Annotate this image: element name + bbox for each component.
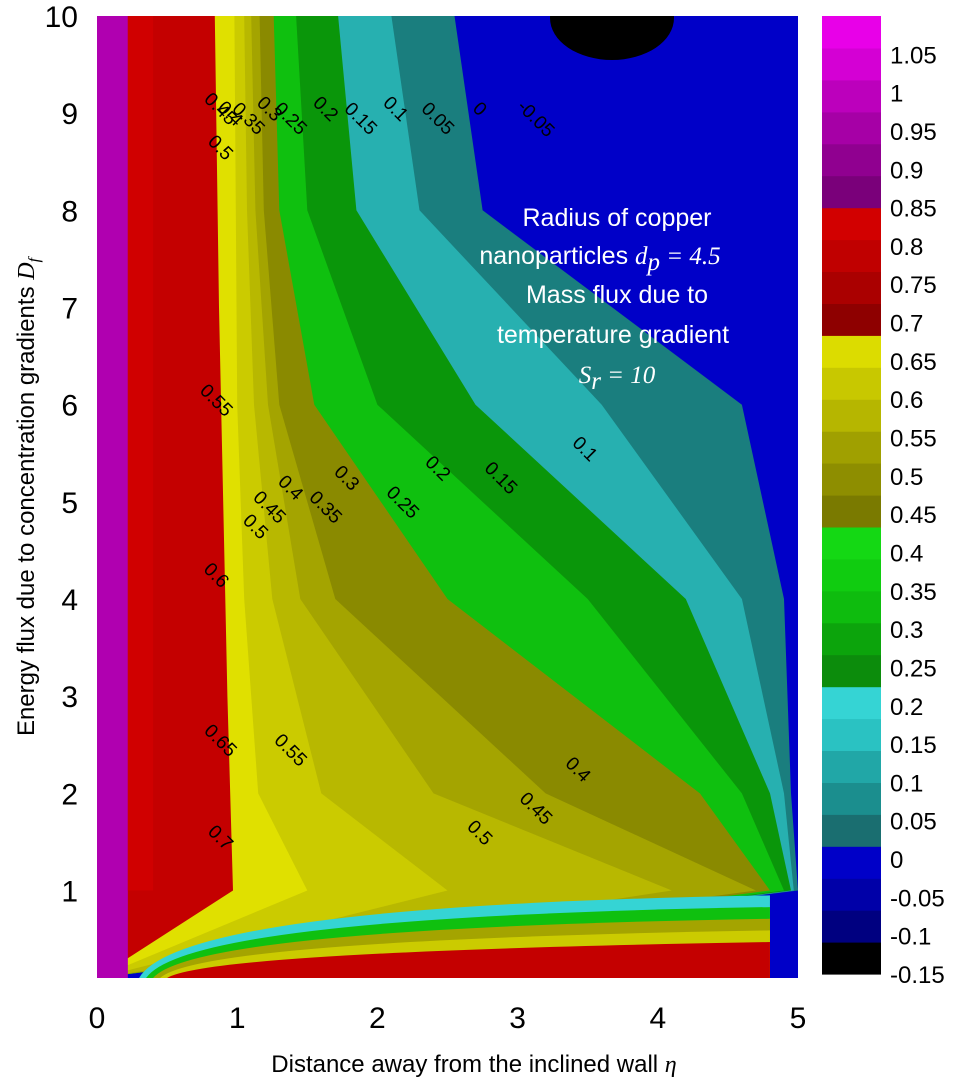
y-tick-label: 5	[61, 487, 78, 520]
colorbar-tick-label: 0.6	[890, 387, 923, 414]
colorbar-tick-label: 0.9	[890, 157, 923, 184]
y-tick-label: 8	[61, 195, 78, 228]
y-tick-label: 10	[45, 1, 78, 34]
colorbar-swatch	[822, 16, 881, 49]
x-tick-label: 0	[89, 1002, 106, 1035]
colorbar-tick-label: 0.55	[890, 426, 937, 453]
colorbar-swatch	[822, 495, 881, 528]
y-tick-label: 1	[61, 876, 78, 909]
colorbar-swatch	[822, 814, 881, 847]
y-tick-label: 2	[61, 778, 78, 811]
colorbar-swatch	[822, 846, 881, 879]
annotation-line-5: Sr = 10	[579, 362, 656, 395]
colorbar-swatch	[822, 526, 881, 560]
contour-plot-area: 0.450.40.350.30.250.20.150.1 0.05 0 -0.050.…	[97, 16, 798, 978]
x-tick-label: 2	[369, 1002, 386, 1035]
colorbar-tick-labels: 1.05 1 0.95 0.9 0.85 0.8 0.75 0.7 0.65 0.6 0.55 0.5…	[890, 42, 945, 989]
annotation-box: Radius of copper nanoparticles dp = 4.5 …	[479, 204, 729, 395]
colorbar-tick-label: 0.15	[890, 732, 937, 759]
colorbar-swatch	[822, 143, 881, 177]
contour-band-high	[97, 16, 128, 978]
colorbar-tick-label: 0.85	[890, 196, 937, 223]
y-axis-ticks: 1 2 3 4 5 6 7 8 9 10	[45, 1, 78, 909]
colorbar-swatch	[822, 910, 881, 943]
colorbar-swatch	[822, 271, 881, 304]
colorbar-swatch	[822, 335, 881, 368]
colorbar-swatch	[822, 622, 881, 656]
colorbar-swatch	[822, 239, 881, 272]
colorbar-swatch	[822, 654, 881, 688]
bottom-band-4	[167, 942, 770, 978]
colorbar-swatch	[822, 175, 881, 209]
annotation-line-4: temperature gradient	[497, 321, 729, 349]
annotation-line-1: Radius of copper	[522, 204, 711, 232]
colorbar-swatch	[822, 878, 881, 911]
minimum-region	[550, 16, 674, 60]
colorbar-tick-label: -0.1	[890, 924, 931, 951]
colorbar-tick-label: 0.05	[890, 809, 937, 836]
x-tick-label: 3	[509, 1002, 526, 1035]
colorbar-tick-label: 0	[890, 847, 903, 874]
colorbar-swatch	[822, 303, 881, 336]
colorbar-tick-label: -0.15	[890, 962, 945, 989]
colorbar-swatch	[822, 367, 881, 400]
colorbar-tick-label: 0.4	[890, 541, 923, 568]
x-axis-ticks: 0 1 2 3 4 5	[89, 1002, 807, 1035]
colorbar-swatch	[822, 718, 881, 751]
colorbar-tick-label: 1	[890, 81, 903, 108]
colorbar-tick-label: 0.95	[890, 119, 937, 146]
colorbar-swatch	[822, 47, 881, 81]
colorbar-swatch	[822, 782, 881, 815]
x-tick-label: 1	[229, 1002, 246, 1035]
y-tick-label: 6	[61, 390, 78, 423]
annotation-line-3: Mass flux due to	[526, 281, 708, 309]
colorbar-tick-label: 0.1	[890, 770, 923, 797]
colorbar-swatch	[822, 590, 881, 624]
colorbar-tick-label: 0.45	[890, 502, 937, 529]
x-tick-label: 4	[649, 1002, 666, 1035]
colorbar-tick-label: 0.25	[890, 655, 937, 682]
y-tick-label: 3	[61, 681, 78, 714]
x-tick-label: 5	[790, 1002, 807, 1035]
colorbar-tick-label: 0.35	[890, 579, 937, 606]
y-tick-label: 4	[61, 584, 78, 617]
colorbar-tick-label: -0.05	[890, 885, 945, 912]
colorbar-swatch	[822, 431, 881, 464]
colorbar-swatch	[822, 111, 881, 145]
colorbar-tick-label: 0.2	[890, 694, 923, 721]
y-tick-label: 9	[61, 98, 78, 131]
colorbar-swatch	[822, 558, 881, 592]
colorbar-tick-label: 1.05	[890, 42, 937, 69]
contour-band-0.75	[127, 16, 154, 891]
y-tick-label: 7	[61, 293, 78, 326]
colorbar-tick-label: 0.5	[890, 464, 923, 491]
colorbar-tick-label: 0.8	[890, 234, 923, 261]
annotation-line-2: nanoparticles dp = 4.5	[479, 242, 720, 276]
y-axis-label: Energy flux due to concentration gradien…	[13, 255, 43, 736]
colorbar-swatch	[822, 750, 881, 783]
colorbar-tick-label: 0.65	[890, 349, 937, 376]
colorbar-swatch	[822, 942, 881, 975]
colorbar-swatch	[822, 207, 881, 241]
colorbar-swatch	[822, 686, 881, 720]
colorbar-tick-label: 0.7	[890, 311, 923, 338]
colorbar-tick-label: 0.3	[890, 617, 923, 644]
x-axis-label: Distance away from the inclined wall η	[271, 1051, 676, 1078]
colorbar-swatch	[822, 79, 881, 113]
colorbar-swatch	[822, 399, 881, 432]
colorbar	[822, 16, 881, 975]
colorbar-tick-label: 0.75	[890, 272, 937, 299]
colorbar-swatch	[822, 463, 881, 496]
